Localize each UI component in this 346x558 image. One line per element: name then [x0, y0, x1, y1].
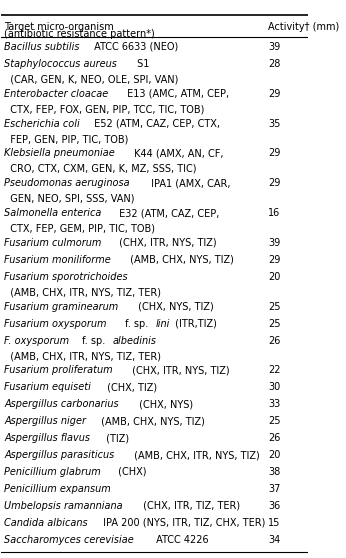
Text: K44 (AMX, AN, CF,: K44 (AMX, AN, CF, — [131, 148, 224, 158]
Text: (antibiotic resistance pattern*): (antibiotic resistance pattern*) — [4, 29, 155, 39]
Text: 25: 25 — [268, 416, 281, 426]
Text: 33: 33 — [268, 399, 281, 409]
Text: Enterobacter cloacae: Enterobacter cloacae — [4, 89, 109, 99]
Text: Pseudomonas aeruginosa: Pseudomonas aeruginosa — [4, 178, 130, 188]
Text: Target micro-organism: Target micro-organism — [4, 22, 114, 32]
Text: Staphylococcus aureus: Staphylococcus aureus — [4, 59, 117, 69]
Text: IPA1 (AMX, CAR,: IPA1 (AMX, CAR, — [148, 178, 231, 188]
Text: S1: S1 — [134, 59, 149, 69]
Text: Candida albicans: Candida albicans — [4, 518, 88, 528]
Text: Salmonella enterica: Salmonella enterica — [4, 208, 102, 218]
Text: 16: 16 — [268, 208, 281, 218]
Text: (AMB, CHX, NYS, TIZ): (AMB, CHX, NYS, TIZ) — [127, 255, 234, 265]
Text: 34: 34 — [268, 535, 281, 545]
Text: GEN, NEO, SPI, SSS, VAN): GEN, NEO, SPI, SSS, VAN) — [4, 194, 135, 204]
Text: (CHX, NYS, TIZ): (CHX, NYS, TIZ) — [135, 302, 214, 312]
Text: Aspergillus carbonarius: Aspergillus carbonarius — [4, 399, 119, 409]
Text: CTX, FEP, FOX, GEN, PIP, TCC, TIC, TOB): CTX, FEP, FOX, GEN, PIP, TCC, TIC, TOB) — [4, 104, 205, 114]
Text: (AMB, CHX, ITR, NYS, TIZ, TER): (AMB, CHX, ITR, NYS, TIZ, TER) — [4, 287, 162, 297]
Text: Penicillium expansum: Penicillium expansum — [4, 484, 111, 494]
Text: Activity† (mm): Activity† (mm) — [268, 22, 339, 32]
Text: Fusarium moniliforme: Fusarium moniliforme — [4, 255, 111, 265]
Text: 38: 38 — [268, 467, 281, 477]
Text: 28: 28 — [268, 59, 281, 69]
Text: Aspergillus parasiticus: Aspergillus parasiticus — [4, 450, 115, 460]
Text: 36: 36 — [268, 501, 281, 511]
Text: (CHX): (CHX) — [115, 467, 147, 477]
Text: 37: 37 — [268, 484, 281, 494]
Text: f. sp.: f. sp. — [79, 335, 108, 345]
Text: 20: 20 — [268, 272, 281, 282]
Text: CTX, FEP, GEM, PIP, TIC, TOB): CTX, FEP, GEM, PIP, TIC, TOB) — [4, 224, 155, 234]
Text: 29: 29 — [268, 148, 281, 158]
Text: 26: 26 — [268, 433, 281, 443]
Text: (ITR,TIZ): (ITR,TIZ) — [172, 319, 217, 329]
Text: Fusarium equiseti: Fusarium equiseti — [4, 382, 91, 392]
Text: (CHX, TIZ): (CHX, TIZ) — [104, 382, 157, 392]
Text: 26: 26 — [268, 335, 281, 345]
Text: Escherichia coli: Escherichia coli — [4, 118, 80, 128]
Text: Saccharomyces cerevisiae: Saccharomyces cerevisiae — [4, 535, 134, 545]
Text: (CHX, ITR, NYS, TIZ): (CHX, ITR, NYS, TIZ) — [116, 238, 217, 248]
Text: Fusarium culmorum: Fusarium culmorum — [4, 238, 102, 248]
Text: Fusarium oxysporum: Fusarium oxysporum — [4, 319, 107, 329]
Text: albedinis: albedinis — [112, 335, 157, 345]
Text: 29: 29 — [268, 178, 281, 188]
Text: 25: 25 — [268, 302, 281, 312]
Text: (AMB, CHX, ITR, NYS, TIZ): (AMB, CHX, ITR, NYS, TIZ) — [130, 450, 260, 460]
Text: Aspergillus flavus: Aspergillus flavus — [4, 433, 90, 443]
Text: f. sp.: f. sp. — [122, 319, 151, 329]
Text: 15: 15 — [268, 518, 281, 528]
Text: Penicillium glabrum: Penicillium glabrum — [4, 467, 101, 477]
Text: 35: 35 — [268, 118, 281, 128]
Text: IPA 200 (NYS, ITR, TIZ, CHX, TER): IPA 200 (NYS, ITR, TIZ, CHX, TER) — [100, 518, 265, 528]
Text: (CHX, NYS): (CHX, NYS) — [136, 399, 193, 409]
Text: Umbelopsis ramanniana: Umbelopsis ramanniana — [4, 501, 123, 511]
Text: (CAR, GEN, K, NEO, OLE, SPI, VAN): (CAR, GEN, K, NEO, OLE, SPI, VAN) — [4, 74, 179, 84]
Text: E32 (ATM, CAZ, CEP,: E32 (ATM, CAZ, CEP, — [116, 208, 219, 218]
Text: (AMB, CHX, NYS, TIZ): (AMB, CHX, NYS, TIZ) — [98, 416, 205, 426]
Text: 39: 39 — [268, 238, 281, 248]
Text: (CHX, ITR, NYS, TIZ): (CHX, ITR, NYS, TIZ) — [129, 365, 229, 376]
Text: 22: 22 — [268, 365, 281, 376]
Text: Fusarium graminearum: Fusarium graminearum — [4, 302, 119, 312]
Text: (CHX, ITR, TIZ, TER): (CHX, ITR, TIZ, TER) — [140, 501, 240, 511]
Text: Fusarium sporotrichoides: Fusarium sporotrichoides — [4, 272, 128, 282]
Text: 29: 29 — [268, 255, 281, 265]
Text: 20: 20 — [268, 450, 281, 460]
Text: E13 (AMC, ATM, CEP,: E13 (AMC, ATM, CEP, — [124, 89, 229, 99]
Text: CRO, CTX, CXM, GEN, K, MZ, SSS, TIC): CRO, CTX, CXM, GEN, K, MZ, SSS, TIC) — [4, 164, 197, 174]
Text: (TIZ): (TIZ) — [103, 433, 129, 443]
Text: 39: 39 — [268, 42, 281, 52]
Text: Fusarium proliferatum: Fusarium proliferatum — [4, 365, 113, 376]
Text: Aspergillus niger: Aspergillus niger — [4, 416, 86, 426]
Text: (AMB, CHX, ITR, NYS, TIZ, TER): (AMB, CHX, ITR, NYS, TIZ, TER) — [4, 351, 162, 361]
Text: Klebsiella pneumoniae: Klebsiella pneumoniae — [4, 148, 115, 158]
Text: 30: 30 — [268, 382, 281, 392]
Text: ATCC 4226: ATCC 4226 — [153, 535, 209, 545]
Text: 29: 29 — [268, 89, 281, 99]
Text: E52 (ATM, CAZ, CEP, CTX,: E52 (ATM, CAZ, CEP, CTX, — [91, 118, 220, 128]
Text: 25: 25 — [268, 319, 281, 329]
Text: FEP, GEN, PIP, TIC, TOB): FEP, GEN, PIP, TIC, TOB) — [4, 134, 129, 144]
Text: F. oxysporum: F. oxysporum — [4, 335, 70, 345]
Text: lini: lini — [155, 319, 170, 329]
Text: ATCC 6633 (NEO): ATCC 6633 (NEO) — [91, 42, 178, 52]
Text: Bacillus subtilis: Bacillus subtilis — [4, 42, 80, 52]
